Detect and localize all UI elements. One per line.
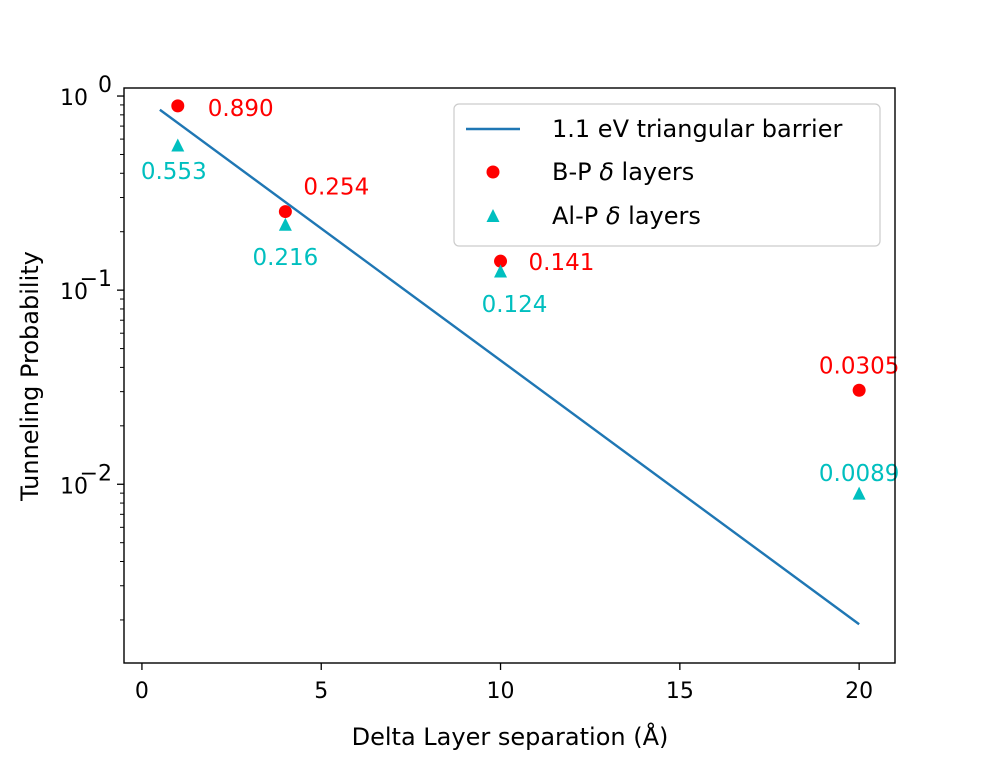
y-tick-exponent: −2 bbox=[80, 461, 112, 486]
legend-label-alp: Al-P δ layers bbox=[552, 202, 701, 230]
alp-data-point bbox=[278, 217, 292, 231]
bp-value-label: 0.254 bbox=[303, 175, 369, 201]
legend-label-barrier: 1.1 eV triangular barrier bbox=[552, 115, 842, 143]
bp-value-label: 0.141 bbox=[529, 250, 595, 276]
y-tick-exponent: 0 bbox=[98, 73, 112, 98]
alp-value-label: 0.124 bbox=[482, 292, 548, 318]
alp-data-point bbox=[852, 486, 866, 500]
bp-data-point bbox=[278, 205, 292, 219]
x-tick-label: 5 bbox=[314, 679, 328, 704]
barrier-line bbox=[159, 108, 860, 626]
legend-box bbox=[453, 103, 881, 247]
alp-data-point bbox=[494, 264, 508, 278]
bp-value-label: 0.890 bbox=[208, 96, 274, 122]
alp-value-label: 0.553 bbox=[141, 159, 207, 185]
alp-value-label: 0.0089 bbox=[819, 461, 899, 487]
x-tick-label: 10 bbox=[487, 679, 515, 704]
x-tick-label: 20 bbox=[845, 679, 873, 704]
y-tick-base: 10 bbox=[60, 280, 88, 305]
x-axis-label: Delta Layer separation (Å) bbox=[352, 722, 669, 751]
y-tick-label: 10 bbox=[60, 280, 88, 305]
y-axis-label: Tunneling Probability bbox=[16, 251, 44, 502]
bp-value-label: 0.0305 bbox=[819, 353, 899, 379]
bp-data-point bbox=[494, 254, 508, 268]
plot-frame bbox=[123, 87, 896, 664]
y-tick-base: 10 bbox=[60, 86, 88, 111]
bp-data-point bbox=[171, 99, 185, 113]
alp-data-point bbox=[171, 138, 185, 152]
legend-triangle-marker bbox=[486, 209, 500, 222]
alp-value-label: 0.216 bbox=[252, 245, 318, 271]
legend-circle-marker bbox=[486, 165, 500, 179]
y-tick-label: 10 bbox=[60, 474, 88, 499]
y-tick-base: 10 bbox=[60, 474, 88, 499]
y-tick-exponent: −1 bbox=[80, 267, 112, 292]
x-tick-label: 0 bbox=[135, 679, 149, 704]
data-labels: 0.890 0.254 0.141 0.0305 0.553 0.216 0.124 0.00… bbox=[141, 96, 900, 487]
y-tick-label: 10 bbox=[60, 86, 88, 111]
plot-series bbox=[159, 99, 866, 626]
legend: 1.1 eV triangular barrier B-P δ layers A… bbox=[453, 103, 881, 247]
x-tick-label: 15 bbox=[666, 679, 694, 704]
bp-data-point bbox=[852, 383, 866, 397]
legend-label-bp: B-P δ layers bbox=[552, 158, 694, 186]
